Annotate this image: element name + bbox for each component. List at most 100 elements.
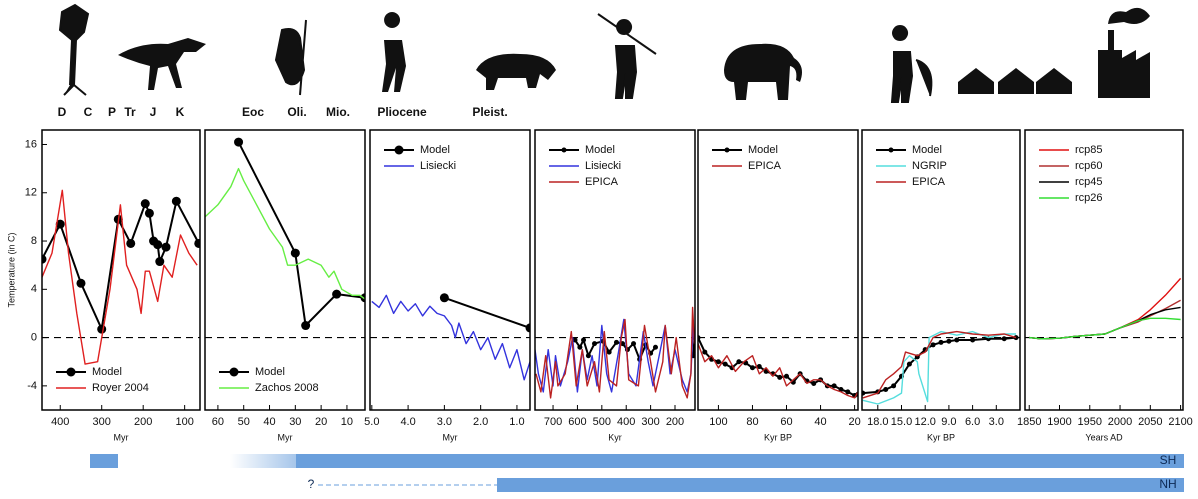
panel: 1850 1900 1950 2000 2050 2100 Years AD rcp85 rcp… — [1017, 129, 1193, 442]
x-tick-label: 1950 — [1078, 416, 1102, 428]
legend-label: Model — [748, 144, 778, 156]
data-point — [234, 137, 244, 147]
x-axis-label: Kyr BP — [927, 432, 955, 442]
data-point — [592, 341, 598, 347]
era-label: K — [176, 105, 185, 119]
legend-label: EPICA — [748, 160, 782, 172]
series-line — [42, 189, 198, 365]
data-point — [171, 196, 181, 206]
data-point — [144, 208, 154, 218]
x-tick-label: 700 — [544, 416, 562, 428]
x-axis-label: Kyr BP — [764, 432, 792, 442]
x-tick-label: 1900 — [1047, 416, 1071, 428]
legend-label: EPICA — [912, 176, 946, 188]
data-point — [970, 337, 976, 343]
legend-label: EPICA — [585, 176, 619, 188]
y-tick-label: -4 — [27, 380, 37, 392]
panel-frame — [41, 129, 201, 411]
sh-bar-fade — [230, 454, 296, 468]
hunter-icon — [597, 13, 657, 99]
y-tick-label: 4 — [31, 283, 37, 295]
data-point — [831, 383, 837, 389]
x-tick-label: 300 — [641, 416, 659, 428]
y-tick-label: 0 — [31, 331, 37, 343]
panels: 400 300 200 100 Myr -4 0 4 8 12 16 Temperature (in … — [6, 129, 1193, 442]
panel: 400 300 200 100 Myr -4 0 4 8 12 16 Temperature (in … — [6, 129, 201, 442]
series-line — [535, 318, 694, 393]
y-axis-label: Temperature (in C) — [6, 232, 16, 307]
sh-bar — [296, 454, 1184, 468]
y-tick-label: 16 — [25, 138, 37, 150]
panel: 700 600 500 400 300 200 Kyr Model Lisiecki EPICA — [534, 129, 696, 442]
legend-marker — [888, 147, 894, 153]
plot-area — [698, 335, 858, 399]
data-point — [525, 323, 530, 333]
y-tick-label: 12 — [25, 187, 37, 199]
era-label: Mio. — [326, 105, 350, 119]
panel-frame — [369, 129, 531, 411]
era-label: Eoc — [242, 105, 264, 119]
series-line — [371, 294, 530, 381]
legend-marker — [66, 367, 76, 377]
data-point — [862, 390, 866, 396]
panel-frame — [861, 129, 1021, 411]
x-tick-label: 4.0 — [400, 416, 415, 428]
panel: 60 50 40 30 20 10 Myr Model Zachos 2008 — [204, 129, 366, 442]
x-tick-label: 2000 — [1108, 416, 1132, 428]
data-point — [572, 337, 578, 343]
nh-bar — [497, 478, 1184, 492]
x-axis-label: Myr — [443, 432, 458, 442]
x-tick-label: 2050 — [1138, 416, 1162, 428]
plot-area — [371, 293, 530, 381]
data-point — [777, 374, 783, 380]
data-point — [581, 337, 587, 343]
data-point — [194, 238, 200, 248]
x-tick-label: 200 — [134, 416, 152, 428]
series-line — [535, 306, 695, 399]
data-point — [954, 337, 960, 343]
era-label: Pliocene — [377, 105, 427, 119]
data-point — [76, 278, 86, 288]
data-point — [42, 254, 47, 264]
x-tick-label: 12.0 — [914, 416, 935, 428]
nh-uncertain-label: ? — [308, 477, 315, 491]
x-tick-label: 600 — [568, 416, 586, 428]
legend-label: rcp26 — [1075, 192, 1103, 204]
x-axis-label: Myr — [114, 432, 129, 442]
tree-icon — [58, 3, 90, 96]
factory-icon — [1098, 7, 1150, 98]
legend-label: rcp85 — [1075, 144, 1103, 156]
plot-area — [205, 137, 365, 331]
bear-icon — [476, 53, 556, 90]
legend-label: Model — [92, 366, 122, 378]
legend-label: rcp60 — [1075, 160, 1103, 172]
plot-area — [42, 189, 200, 365]
legend-label: Model — [585, 144, 615, 156]
data-point — [1013, 335, 1019, 341]
era-label: Pleist. — [472, 105, 507, 119]
data-point — [749, 365, 755, 371]
data-point — [938, 339, 944, 345]
hominid-icon — [382, 12, 406, 93]
panel-frame — [204, 129, 366, 411]
x-tick-label: 6.0 — [965, 416, 980, 428]
legend-marker — [561, 147, 567, 153]
sh-label: SH — [1160, 453, 1177, 467]
legend-label: Model — [420, 144, 450, 156]
x-tick-label: 60 — [212, 416, 224, 428]
x-tick-label: 18.0 — [867, 416, 888, 428]
era-label: D — [58, 105, 67, 119]
x-axis-label: Kyr — [608, 432, 622, 442]
primate-icon — [274, 19, 307, 96]
panel: 100 80 60 40 20 Kyr BP Model EPICA — [697, 129, 861, 442]
x-tick-label: 30 — [289, 416, 301, 428]
farmer-icon — [890, 25, 933, 103]
x-tick-label: 20 — [848, 416, 860, 428]
era-label: C — [84, 105, 93, 119]
era-label: Oli. — [287, 105, 306, 119]
data-point — [153, 240, 163, 250]
x-axis-label: Myr — [278, 432, 293, 442]
legend-label: Lisiecki — [420, 160, 456, 172]
plot-area — [1029, 277, 1182, 340]
